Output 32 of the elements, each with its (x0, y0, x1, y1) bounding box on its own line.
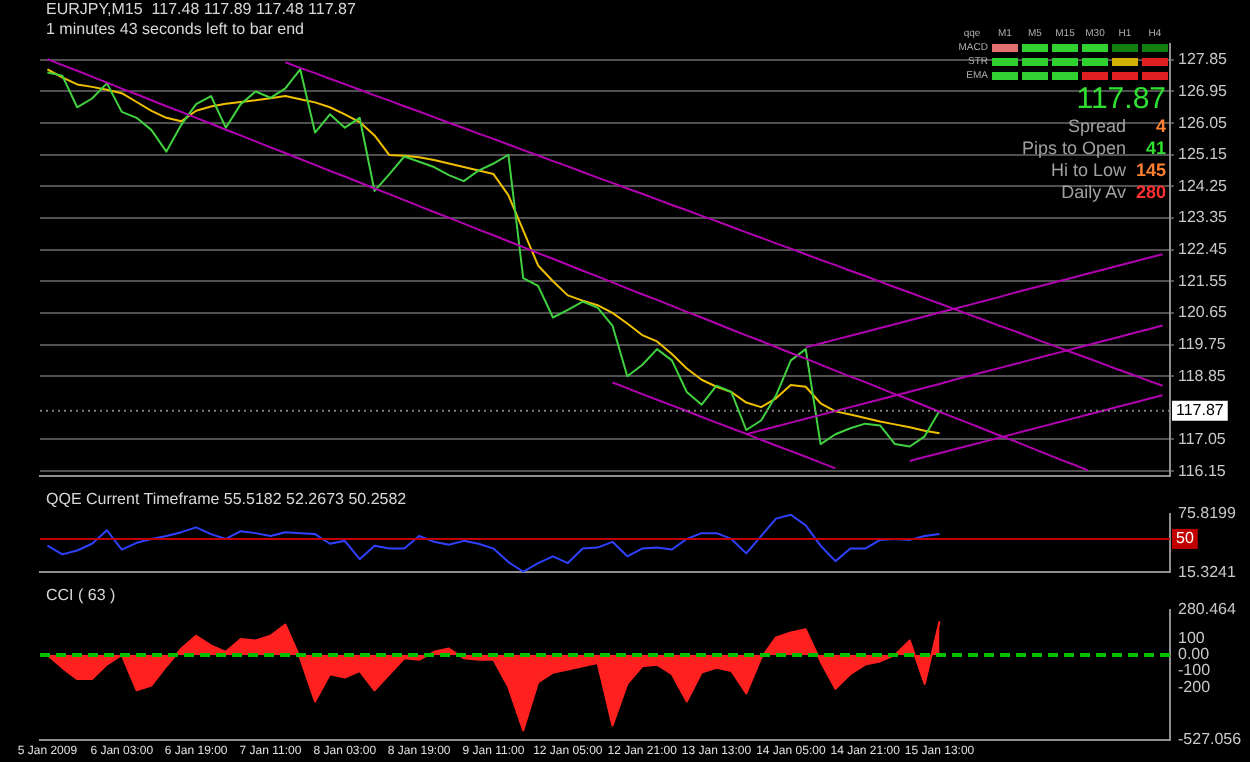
y-tick-label: 117.05 (1178, 429, 1227, 448)
chart-title: EURJPY,M15 117.48 117.89 117.48 117.87 (46, 0, 357, 19)
y-tick-label: 123.35 (1178, 208, 1229, 227)
y-tick-label: 15.3241 (1178, 562, 1237, 581)
y-tick-label: 119.75 (1178, 334, 1227, 353)
y-tick-label: 120.65 (1178, 303, 1229, 322)
y-tick-label: 124.25 (1178, 176, 1229, 195)
y-tick-label: 118.85 (1178, 366, 1227, 385)
y-tick-label: 0.00 (1178, 645, 1211, 664)
ref-line-label: 117.87 (1176, 401, 1225, 420)
annotation: Hi to Low 145 (1050, 160, 1166, 182)
y-tick-label: -100 (1178, 661, 1212, 680)
y-tick-label: 116.15 (1178, 461, 1227, 480)
annotation: Daily Av 280 (1061, 182, 1166, 204)
y-tick-label: 121.55 (1178, 271, 1229, 290)
y-tick-label: 122.45 (1178, 240, 1229, 259)
chart-subtitle: 1 minutes 43 seconds left to bar end (46, 20, 304, 39)
y-tick-label: -200 (1178, 677, 1212, 696)
y-tick-label: 100 (1178, 629, 1206, 648)
y-tick-label: -527.056 (1178, 730, 1243, 749)
y-tick-label: 280.464 (1178, 600, 1237, 619)
y-tick-label: 127.85 (1178, 50, 1229, 69)
annotation: Pips to Open 41 (1021, 138, 1166, 160)
chart-title: QQE Current Timeframe 55.5182 52.2673 50.2582 (46, 490, 408, 509)
annotation: 117.87 (1074, 82, 1166, 116)
y-tick-label: 126.05 (1178, 113, 1229, 132)
chart-title: CCI ( 63 ) (46, 586, 117, 605)
text: Spread 4 (1067, 116, 1166, 136)
ref-line-label: 50 (1176, 529, 1195, 548)
y-tick-label: 75.8199 (1178, 504, 1237, 523)
y-tick-label: 125.15 (1178, 145, 1229, 164)
y-tick-label: 126.95 (1178, 81, 1229, 100)
